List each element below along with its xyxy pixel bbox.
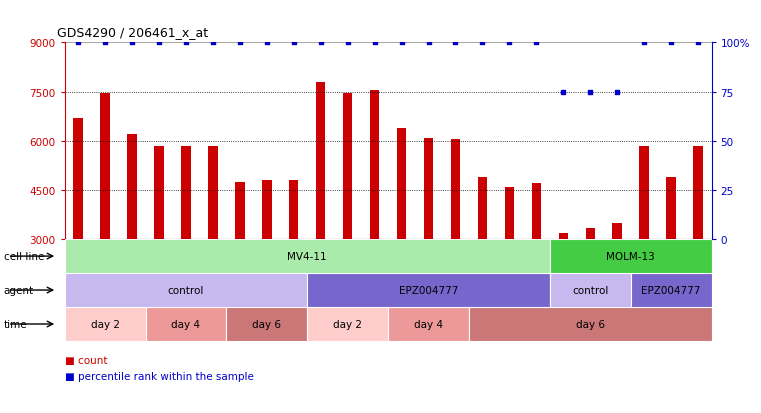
Bar — [65, 273, 307, 307]
Bar — [289, 181, 298, 240]
Point — [180, 40, 192, 47]
Point — [314, 40, 326, 47]
Point — [503, 40, 515, 47]
Text: EPZ004777: EPZ004777 — [399, 285, 458, 295]
Point — [99, 40, 111, 47]
Bar — [639, 146, 649, 240]
Bar — [74, 119, 83, 240]
Bar — [631, 273, 712, 307]
Point — [288, 40, 300, 47]
Point — [342, 40, 354, 47]
Bar — [370, 91, 379, 240]
Point — [557, 89, 569, 96]
Bar — [65, 240, 550, 273]
Bar — [505, 187, 514, 240]
Bar — [307, 273, 550, 307]
Point — [207, 40, 219, 47]
Text: ■ count: ■ count — [65, 355, 107, 365]
Bar — [145, 307, 227, 341]
Point — [72, 40, 84, 47]
Point — [450, 40, 462, 47]
Bar — [100, 94, 110, 240]
Bar — [154, 146, 164, 240]
Bar — [478, 178, 487, 240]
Point — [422, 40, 435, 47]
Bar — [469, 307, 712, 341]
Text: day 2: day 2 — [91, 319, 119, 329]
Bar — [585, 228, 595, 240]
Text: day 2: day 2 — [333, 319, 362, 329]
Bar — [343, 94, 352, 240]
Point — [261, 40, 273, 47]
Point — [396, 40, 408, 47]
Bar — [262, 181, 272, 240]
Text: MOLM-13: MOLM-13 — [607, 252, 655, 261]
Point — [126, 40, 139, 47]
Bar — [127, 135, 137, 240]
Bar — [65, 307, 145, 341]
Point — [530, 40, 543, 47]
Bar — [667, 178, 676, 240]
Bar — [550, 273, 631, 307]
Text: control: control — [167, 285, 204, 295]
Text: cell line: cell line — [4, 252, 44, 261]
Text: control: control — [572, 285, 609, 295]
Bar — [550, 240, 712, 273]
Bar — [424, 138, 433, 240]
Bar — [397, 128, 406, 240]
Bar — [451, 140, 460, 240]
Point — [692, 40, 704, 47]
Point — [665, 40, 677, 47]
Bar — [693, 146, 702, 240]
Bar — [227, 307, 307, 341]
Bar — [209, 146, 218, 240]
Point — [638, 40, 650, 47]
Point — [368, 40, 380, 47]
Bar — [388, 307, 469, 341]
Text: day 6: day 6 — [253, 319, 282, 329]
Bar — [307, 307, 388, 341]
Text: day 4: day 4 — [414, 319, 443, 329]
Point — [584, 89, 597, 96]
Bar — [316, 83, 326, 240]
Text: time: time — [4, 319, 27, 329]
Point — [611, 89, 623, 96]
Bar — [235, 182, 244, 240]
Text: ■ percentile rank within the sample: ■ percentile rank within the sample — [65, 371, 253, 381]
Point — [234, 40, 246, 47]
Bar — [181, 146, 191, 240]
Text: day 4: day 4 — [171, 319, 200, 329]
Text: day 6: day 6 — [576, 319, 605, 329]
Bar — [613, 223, 622, 240]
Text: agent: agent — [4, 285, 34, 295]
Bar — [532, 184, 541, 240]
Point — [476, 40, 489, 47]
Bar — [559, 233, 568, 240]
Point — [153, 40, 165, 47]
Text: GDS4290 / 206461_x_at: GDS4290 / 206461_x_at — [57, 26, 209, 39]
Text: EPZ004777: EPZ004777 — [642, 285, 701, 295]
Text: MV4-11: MV4-11 — [288, 252, 327, 261]
